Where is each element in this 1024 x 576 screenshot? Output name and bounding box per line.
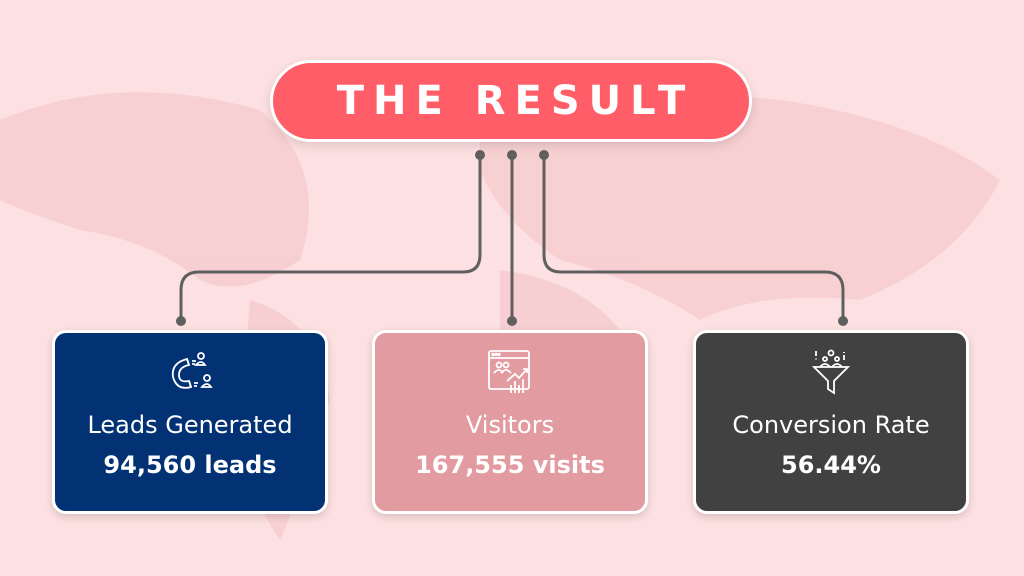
title-text: THE RESULT [336, 78, 695, 124]
card-conversion-rate: Conversion Rate 56.44% [693, 330, 969, 514]
title-banner: THE RESULT [270, 60, 752, 142]
card-visitors: Visitors 167,555 visits [372, 330, 648, 514]
connector-right [542, 155, 845, 321]
card-leads-generated: Leads Generated 94,560 leads [52, 330, 328, 514]
connector-left [179, 155, 482, 321]
web-analytics-visitors-icon [488, 350, 530, 393]
card-value: 94,560 leads [103, 451, 277, 479]
card-value: 167,555 visits [415, 451, 605, 479]
card-label: Visitors [465, 411, 555, 439]
card-label: Conversion Rate [732, 411, 930, 439]
card-label: Leads Generated [87, 411, 293, 439]
magnet-attracting-people-icon [171, 352, 213, 389]
card-value: 56.44% [781, 451, 881, 479]
conversion-funnel-icon [811, 349, 851, 395]
